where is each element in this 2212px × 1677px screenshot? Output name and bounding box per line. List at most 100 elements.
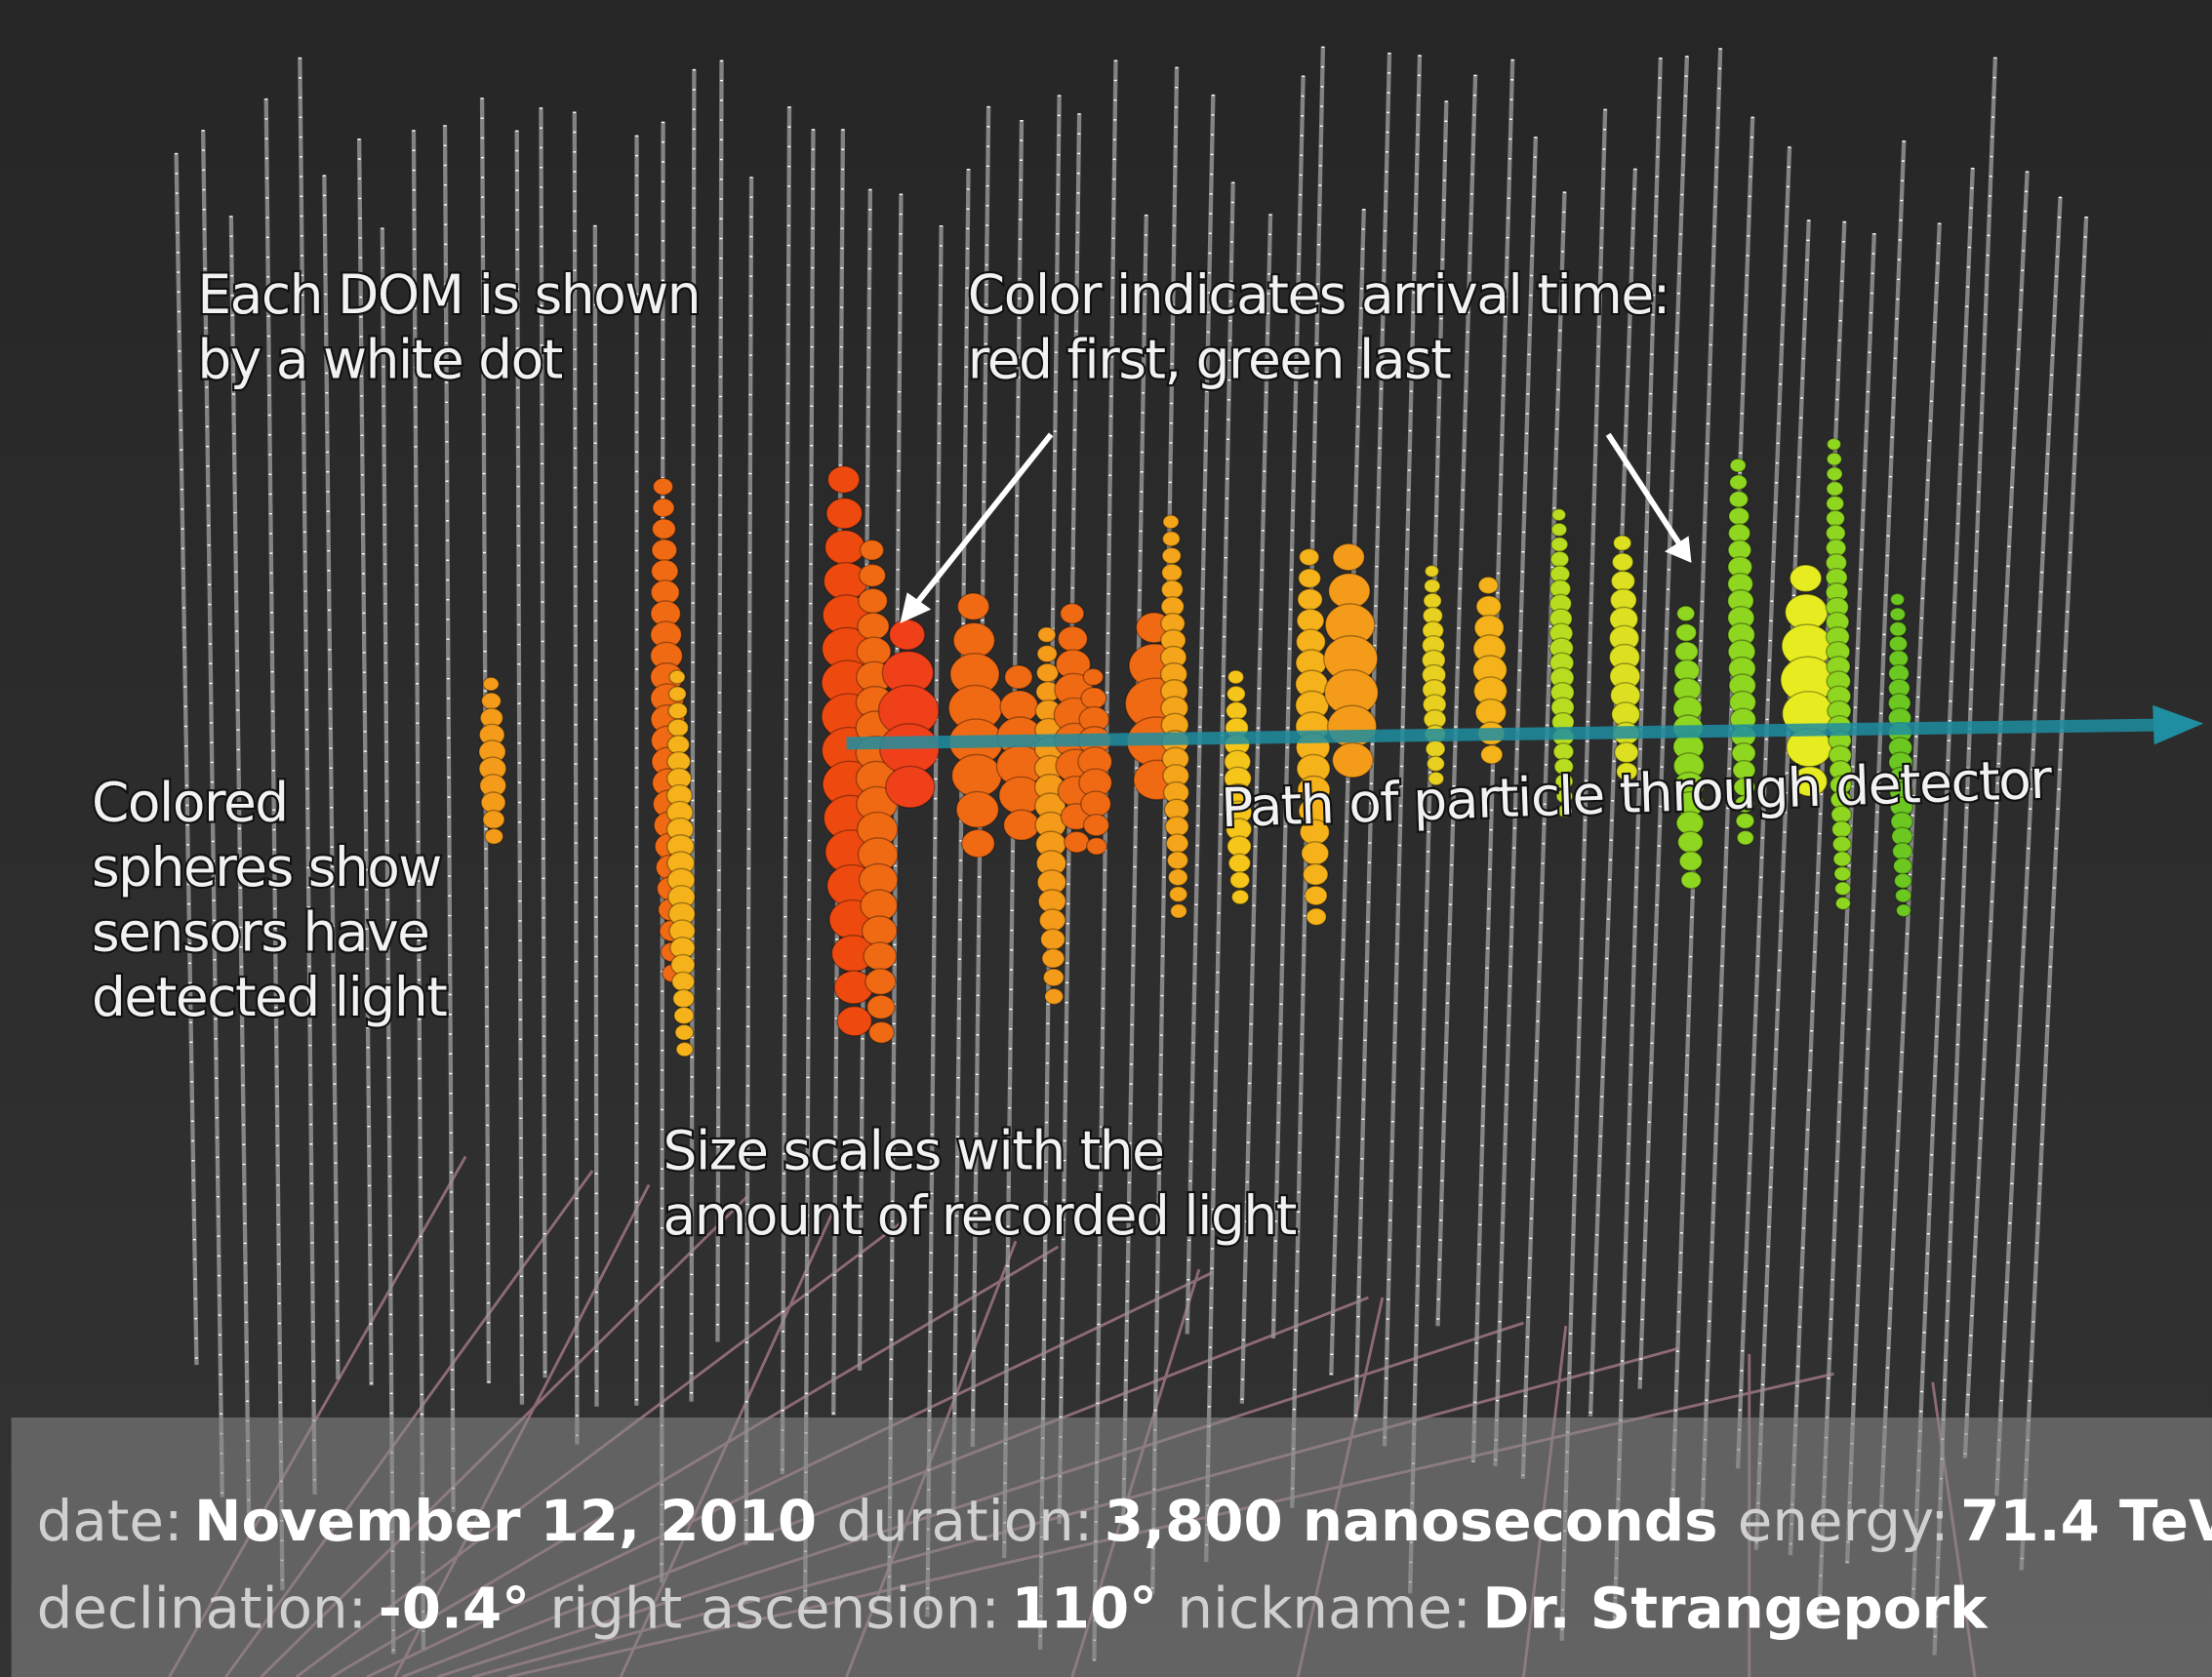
sphere xyxy=(1298,589,1322,611)
sphere xyxy=(1832,821,1852,838)
sphere xyxy=(1005,665,1032,689)
sphere xyxy=(953,622,994,658)
info-label: nickname: xyxy=(1177,1575,1470,1641)
sphere xyxy=(1081,688,1106,709)
sphere xyxy=(858,613,889,639)
sphere xyxy=(1299,569,1321,587)
sphere xyxy=(860,540,883,561)
sphere xyxy=(865,969,896,994)
sphere xyxy=(1834,866,1851,881)
sphere xyxy=(651,560,678,582)
sphere xyxy=(1042,949,1065,969)
sphere xyxy=(1681,871,1702,889)
sphere xyxy=(869,1021,895,1043)
sphere xyxy=(1894,873,1911,888)
sphere xyxy=(1675,642,1699,661)
sphere xyxy=(1551,538,1568,552)
sphere xyxy=(1827,510,1845,526)
sphere xyxy=(1896,904,1910,917)
info-row: declination:-0.4°right ascension:110°nic… xyxy=(37,1575,1989,1641)
sphere xyxy=(1478,577,1498,593)
sphere xyxy=(1550,551,1569,567)
sphere xyxy=(1333,543,1364,571)
sphere xyxy=(1171,904,1187,918)
sphere xyxy=(1045,988,1064,1004)
sphere xyxy=(1833,852,1851,866)
info-label: duration: xyxy=(836,1488,1093,1554)
annotation-line: Size scales with the xyxy=(664,1120,1164,1182)
sphere xyxy=(668,702,687,718)
sphere xyxy=(1228,854,1250,872)
string xyxy=(595,225,597,1407)
sphere xyxy=(1890,622,1907,637)
sphere xyxy=(1425,566,1438,578)
sphere xyxy=(859,588,888,613)
sphere xyxy=(1832,836,1851,852)
info-label: date: xyxy=(37,1488,183,1554)
sphere xyxy=(1615,742,1638,763)
sphere xyxy=(1227,686,1245,701)
sphere xyxy=(1679,852,1702,871)
info-value: 3,800 nanoseconds xyxy=(1105,1488,1718,1554)
sphere xyxy=(859,564,885,586)
sphere xyxy=(652,539,677,561)
sphere xyxy=(1037,645,1057,661)
sphere xyxy=(1835,882,1851,896)
sphere xyxy=(676,1042,693,1057)
sphere xyxy=(825,531,865,565)
sphere xyxy=(1300,548,1319,565)
sphere xyxy=(1162,564,1183,581)
sphere xyxy=(1835,898,1850,910)
sphere xyxy=(674,1007,694,1023)
sphere xyxy=(483,811,504,829)
sphere xyxy=(864,942,897,971)
annotation-line: spheres show xyxy=(92,836,441,898)
sphere xyxy=(1678,831,1704,853)
sphere xyxy=(826,499,863,529)
sphere xyxy=(1036,663,1058,682)
sphere xyxy=(1227,670,1243,684)
sphere xyxy=(867,995,895,1018)
sphere xyxy=(1230,872,1250,889)
sphere xyxy=(1612,553,1632,571)
sphere xyxy=(1890,608,1906,620)
sphere xyxy=(952,754,1002,796)
sphere xyxy=(1424,593,1441,609)
sphere xyxy=(1827,453,1841,465)
info-row: date:November 12, 2010duration:3,800 nan… xyxy=(37,1488,2212,1554)
sphere xyxy=(1893,858,1911,874)
sphere xyxy=(1551,523,1567,536)
sphere xyxy=(1087,838,1107,856)
sphere xyxy=(1083,668,1103,685)
sphere xyxy=(1166,834,1188,853)
sphere xyxy=(1729,507,1749,525)
sphere xyxy=(827,466,859,494)
annotation-line: Colored xyxy=(92,771,288,833)
sphere xyxy=(1039,909,1066,932)
sphere xyxy=(889,619,924,650)
sphere xyxy=(1305,886,1327,905)
info-label: energy: xyxy=(1738,1488,1950,1554)
info-value: -0.4° xyxy=(379,1575,530,1641)
sphere xyxy=(1611,571,1634,591)
sphere xyxy=(1677,606,1695,620)
sphere xyxy=(886,766,935,808)
sphere xyxy=(1890,593,1904,605)
info-value: Dr. Strangepork xyxy=(1482,1575,1989,1641)
sphere xyxy=(1426,740,1445,757)
sphere xyxy=(1553,743,1574,761)
sphere xyxy=(1889,636,1907,652)
sphere xyxy=(1162,547,1181,563)
sphere xyxy=(1737,830,1753,845)
annotation-line: amount of recorded light xyxy=(664,1184,1297,1247)
sphere xyxy=(962,829,995,858)
sphere xyxy=(1730,475,1748,490)
sphere xyxy=(1827,438,1840,450)
annotation-line: Each DOM is shown xyxy=(197,263,700,326)
sphere xyxy=(653,478,672,495)
sphere xyxy=(1893,843,1912,859)
annotation-line: red first, green last xyxy=(968,328,1451,390)
sphere xyxy=(957,593,988,620)
sphere xyxy=(1895,889,1910,902)
annotation-line: sensors have xyxy=(92,900,429,963)
